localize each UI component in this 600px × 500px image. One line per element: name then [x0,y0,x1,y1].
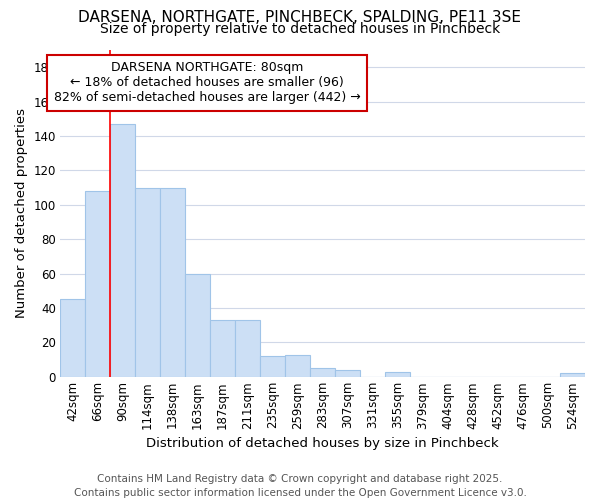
Bar [235,320,260,377]
Bar [85,191,110,377]
Bar [160,188,185,377]
Bar [110,124,135,377]
Bar [310,368,335,377]
Bar [260,356,285,377]
Bar [385,372,410,377]
Text: Contains HM Land Registry data © Crown copyright and database right 2025.
Contai: Contains HM Land Registry data © Crown c… [74,474,526,498]
Bar [185,274,210,377]
X-axis label: Distribution of detached houses by size in Pinchbeck: Distribution of detached houses by size … [146,437,499,450]
Text: DARSENA, NORTHGATE, PINCHBECK, SPALDING, PE11 3SE: DARSENA, NORTHGATE, PINCHBECK, SPALDING,… [79,10,521,25]
Text: Size of property relative to detached houses in Pinchbeck: Size of property relative to detached ho… [100,22,500,36]
Text: DARSENA NORTHGATE: 80sqm
← 18% of detached houses are smaller (96)
82% of semi-d: DARSENA NORTHGATE: 80sqm ← 18% of detach… [53,62,361,104]
Bar [560,374,585,377]
Bar [135,188,160,377]
Bar [335,370,360,377]
Bar [60,300,85,377]
Y-axis label: Number of detached properties: Number of detached properties [15,108,28,318]
Bar [210,320,235,377]
Bar [285,354,310,377]
